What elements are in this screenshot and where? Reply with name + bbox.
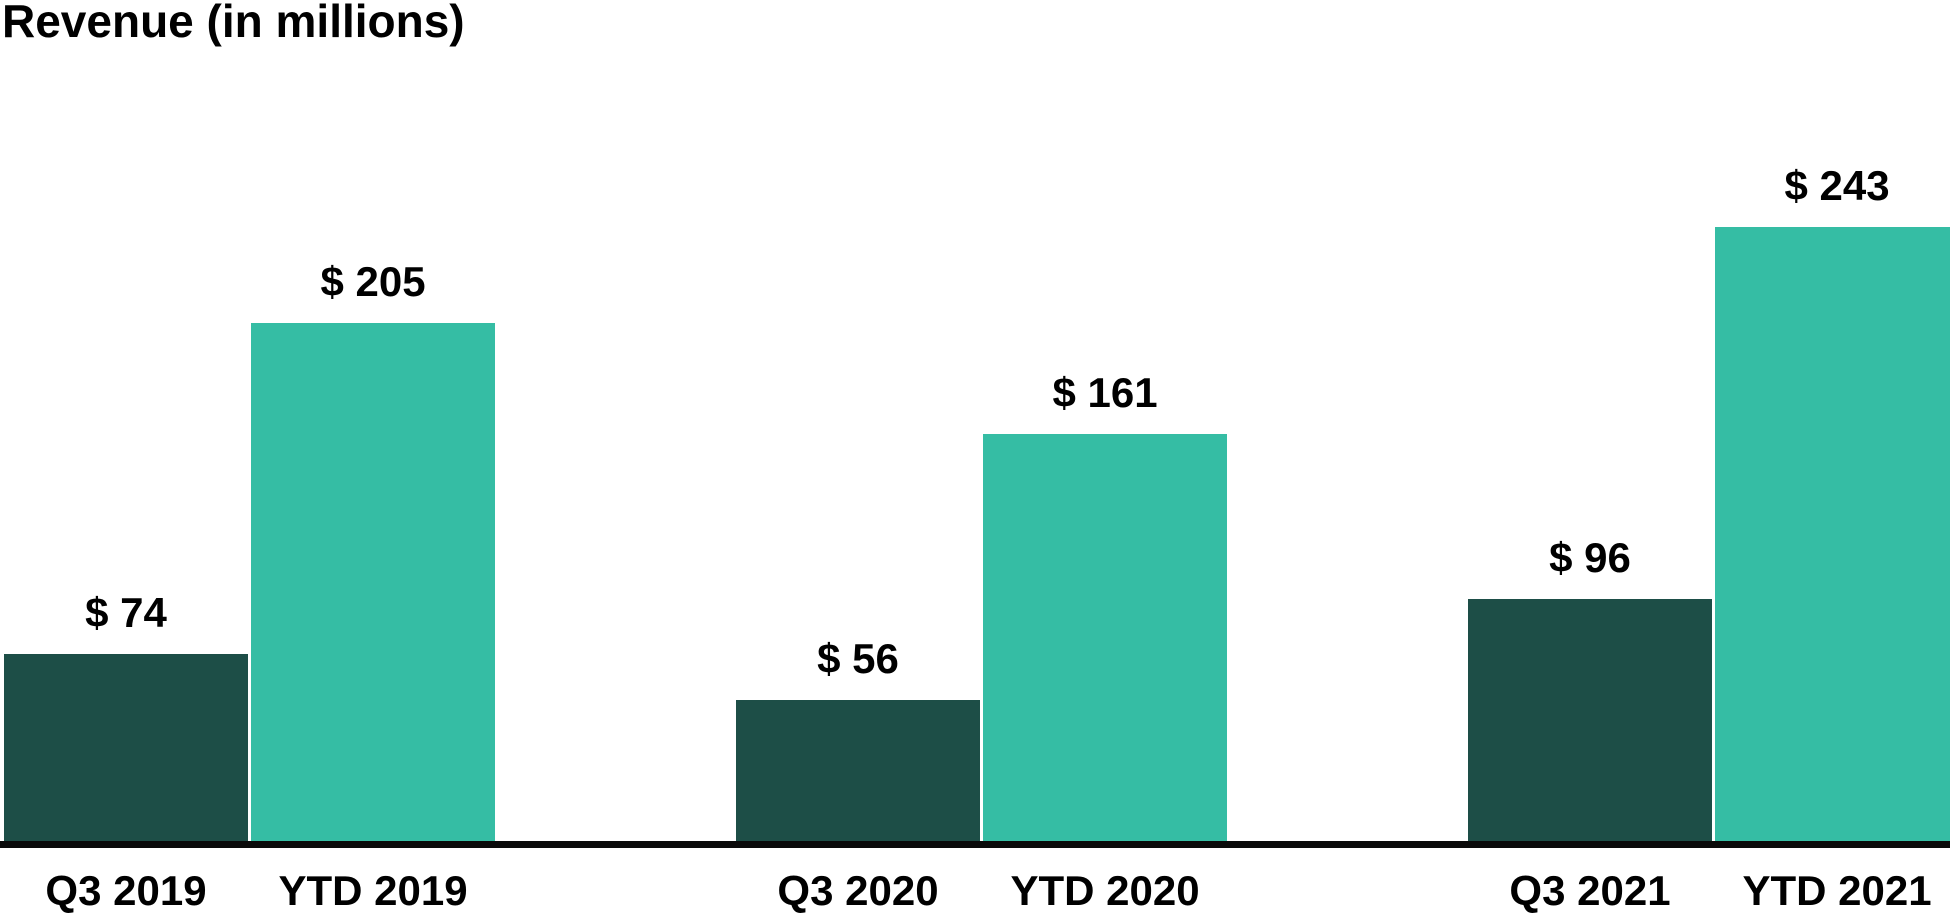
bar-value-label-q3-2020: $ 56 [817, 635, 899, 682]
bar-ytd-2019 [251, 323, 495, 841]
x-axis-tick-label-q3-2021: Q3 2021 [1509, 867, 1671, 914]
bar-value-label-ytd-2020: $ 161 [1052, 369, 1158, 416]
bar-q3-2021 [1468, 599, 1712, 841]
x-axis-tick-label-ytd-2019: YTD 2019 [278, 867, 468, 914]
bar-value-label-ytd-2019: $ 205 [320, 258, 426, 305]
x-axis-tick-label-q3-2020: Q3 2020 [777, 867, 939, 914]
x-axis-tick-label-q3-2019: Q3 2019 [45, 867, 207, 914]
bar-value-label-q3-2021: $ 96 [1549, 534, 1631, 581]
bar-q3-2019 [4, 654, 248, 841]
x-axis-line [0, 841, 1950, 848]
bar-value-label-q3-2019: $ 74 [85, 589, 167, 636]
bar-q3-2020 [736, 700, 980, 841]
x-axis-tick-label-ytd-2020: YTD 2020 [1010, 867, 1200, 914]
bar-ytd-2020 [983, 434, 1227, 841]
bar-ytd-2021 [1715, 227, 1950, 841]
x-axis-tick-label-ytd-2021: YTD 2021 [1742, 867, 1932, 914]
bar-value-label-ytd-2021: $ 243 [1784, 162, 1890, 209]
chart-title: Revenue (in millions) [2, 0, 465, 47]
